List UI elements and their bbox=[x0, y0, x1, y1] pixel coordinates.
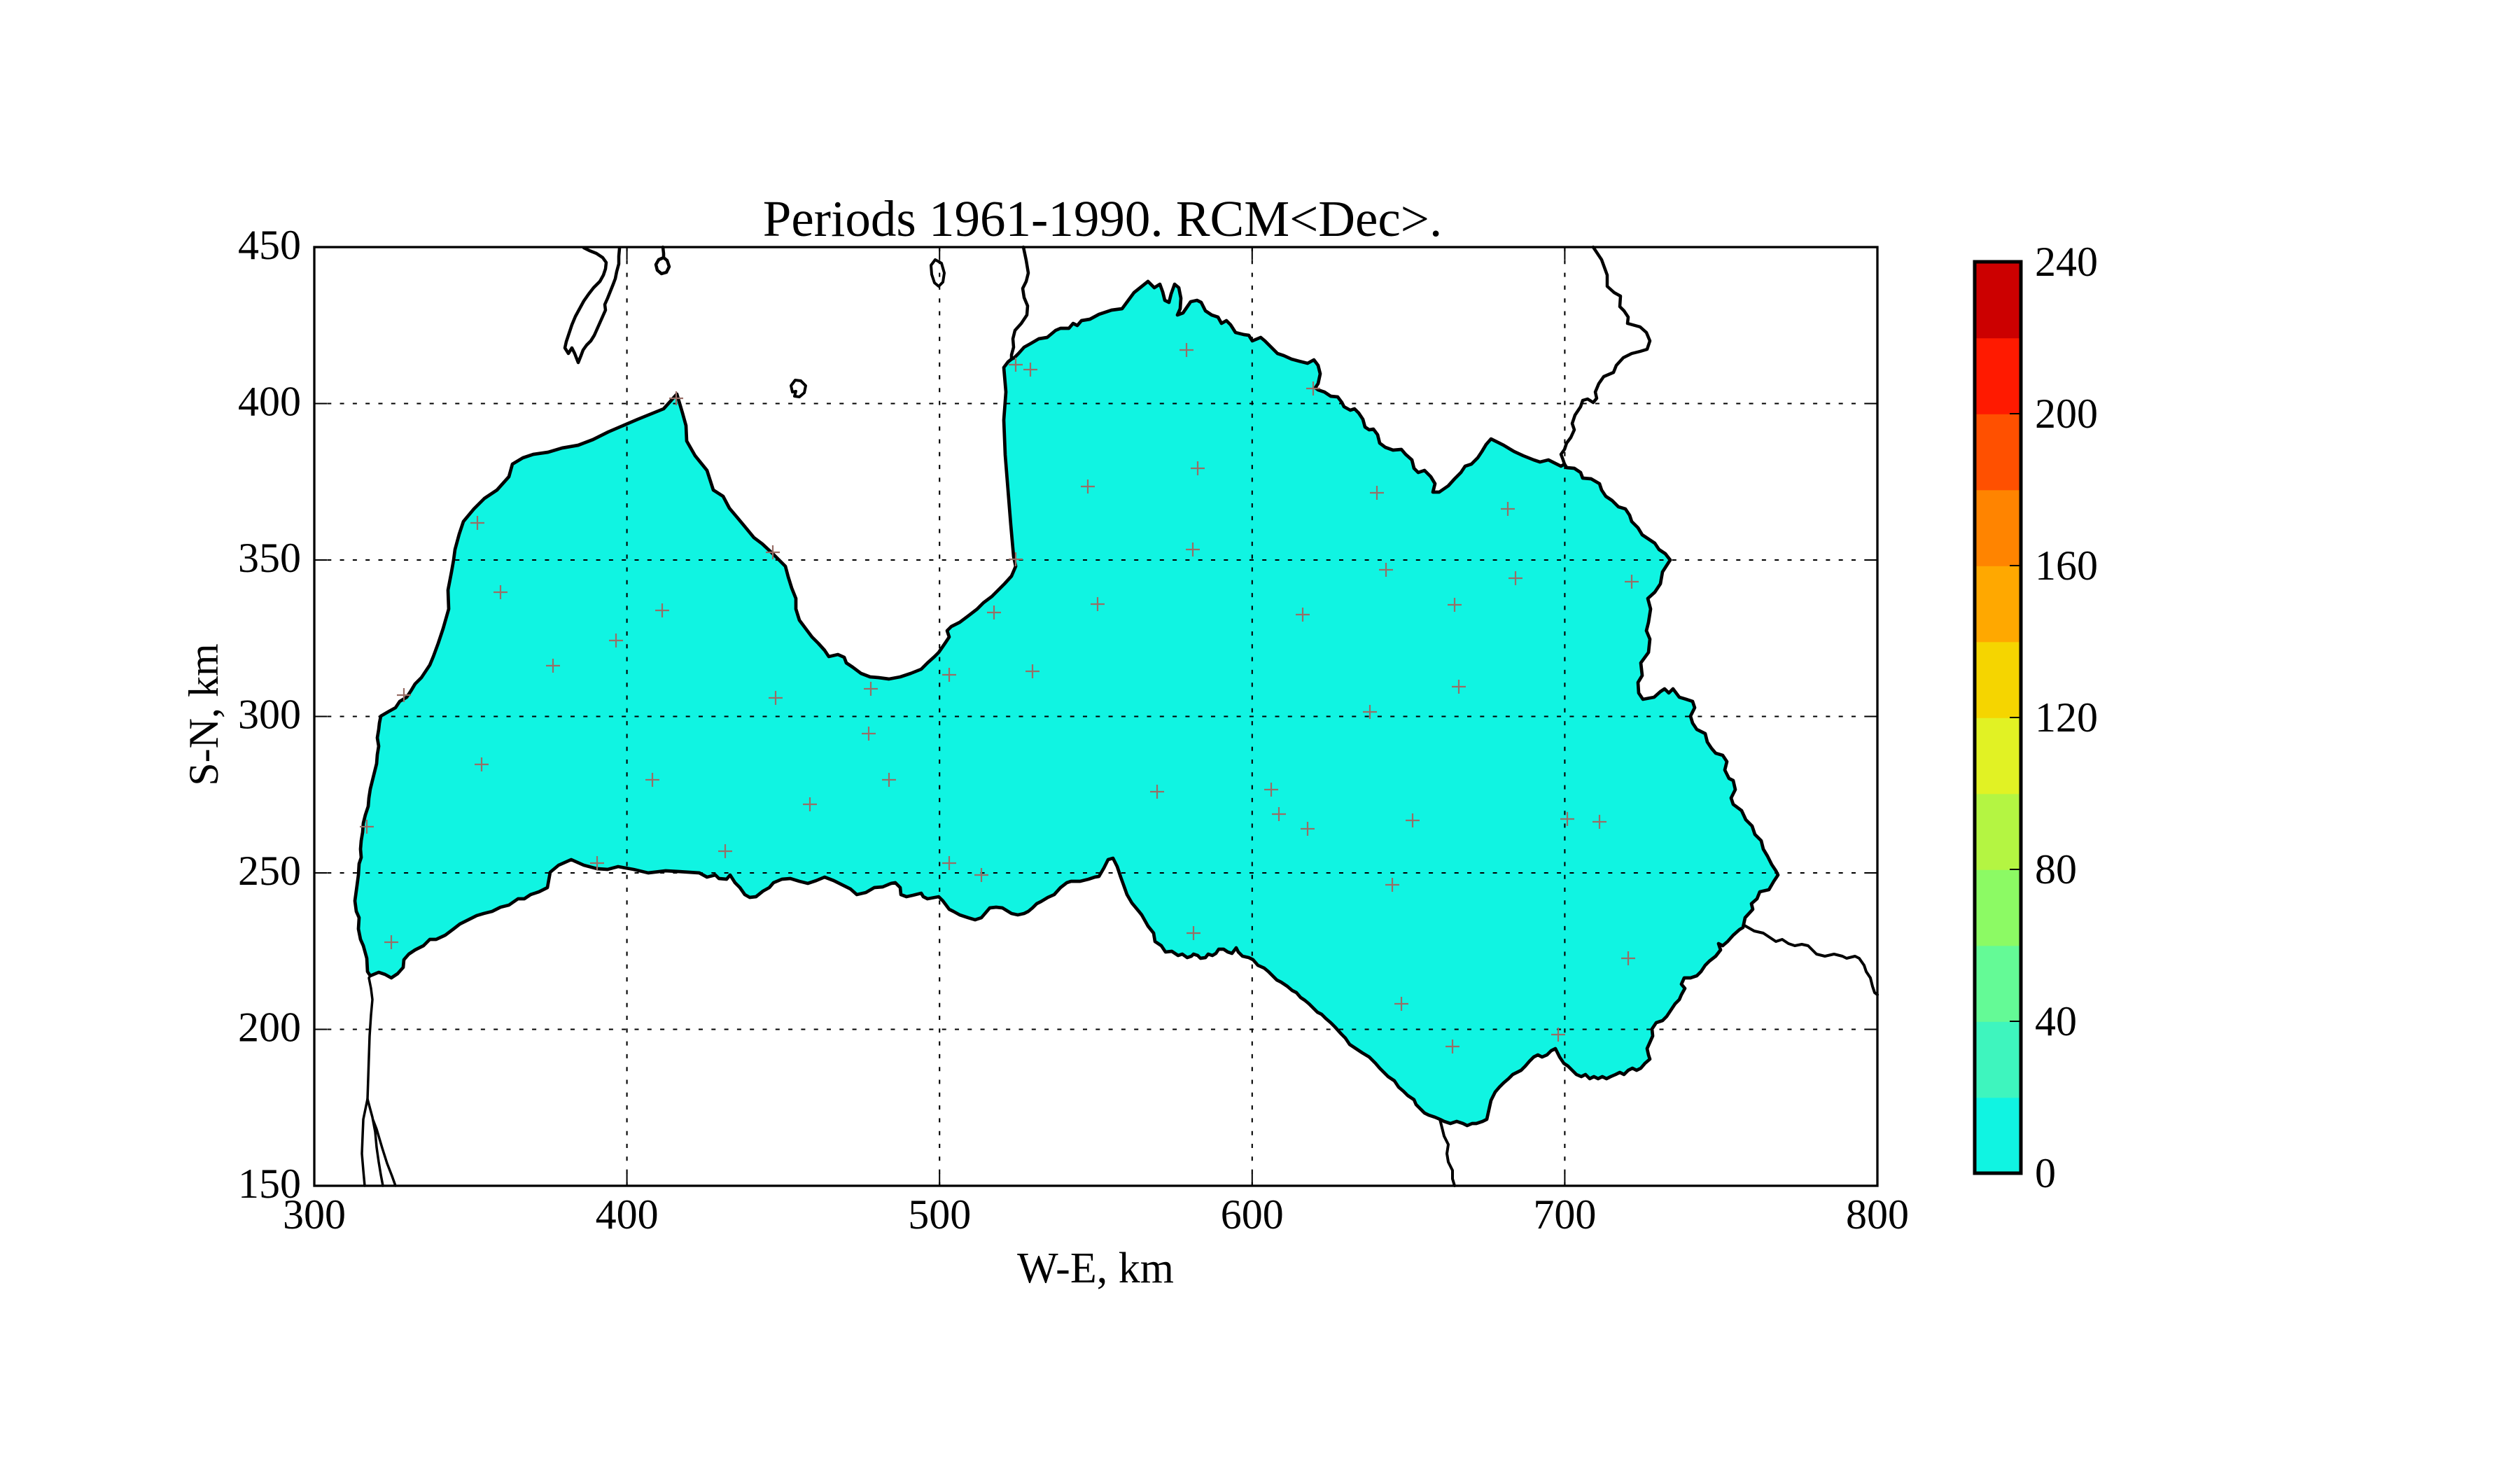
svg-text:350: 350 bbox=[238, 535, 301, 581]
svg-text:160: 160 bbox=[2035, 542, 2098, 589]
svg-text:600: 600 bbox=[1221, 1191, 1284, 1238]
svg-text:450: 450 bbox=[238, 222, 301, 268]
svg-text:0: 0 bbox=[2035, 1150, 2056, 1196]
svg-text:200: 200 bbox=[238, 1004, 301, 1051]
svg-text:40: 40 bbox=[2035, 998, 2077, 1044]
svg-text:300: 300 bbox=[283, 1191, 346, 1238]
svg-text:W-E, km: W-E, km bbox=[1017, 1245, 1174, 1292]
svg-text:400: 400 bbox=[596, 1191, 659, 1238]
svg-text:120: 120 bbox=[2035, 694, 2098, 741]
svg-text:80: 80 bbox=[2035, 846, 2077, 892]
svg-text:800: 800 bbox=[1846, 1191, 1909, 1238]
svg-text:400: 400 bbox=[238, 379, 301, 425]
svg-text:Periods 1961-1990. RCM<Dec>.: Periods 1961-1990. RCM<Dec>. bbox=[763, 190, 1442, 247]
svg-text:200: 200 bbox=[2035, 391, 2098, 437]
svg-text:240: 240 bbox=[2035, 239, 2098, 285]
svg-text:700: 700 bbox=[1533, 1191, 1596, 1238]
svg-text:150: 150 bbox=[238, 1161, 301, 1207]
svg-text:300: 300 bbox=[238, 692, 301, 738]
svg-text:S-N, km: S-N, km bbox=[181, 643, 227, 785]
svg-text:250: 250 bbox=[238, 848, 301, 894]
svg-text:500: 500 bbox=[908, 1191, 971, 1238]
